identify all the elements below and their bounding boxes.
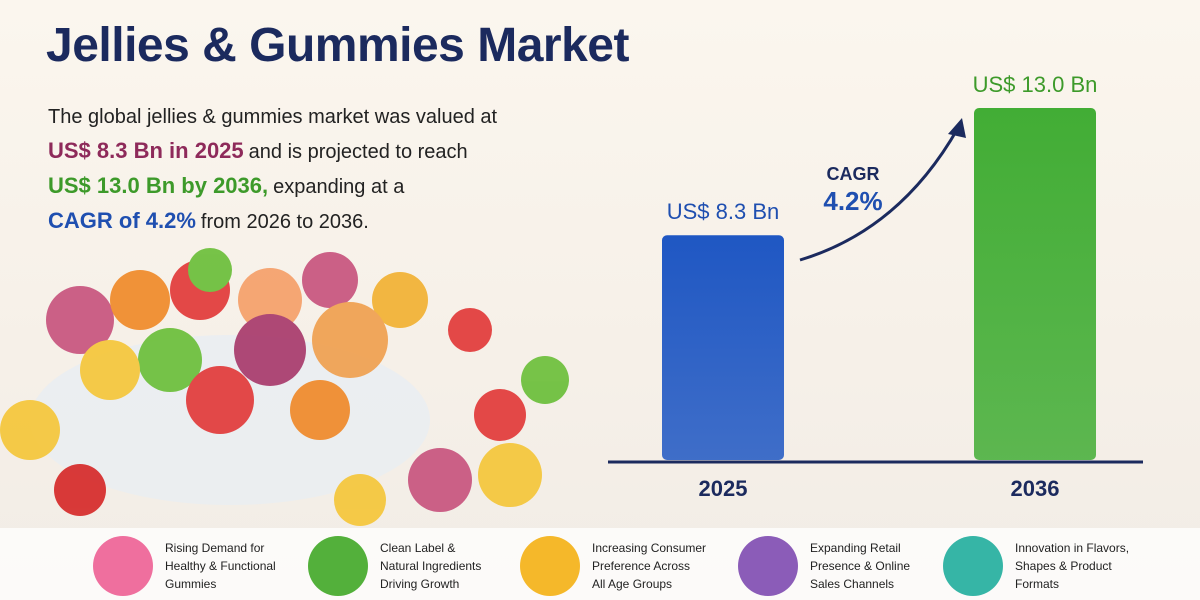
drivers: Rising Demand for Healthy & Functional G…	[0, 528, 1200, 600]
driver-icon	[308, 536, 368, 596]
driver: Clean Label & Natural Ingredients Drivin…	[308, 536, 520, 596]
x-tick-label: 2025	[699, 476, 748, 501]
desc-text: and is projected to reach	[248, 141, 468, 163]
growth-arrow	[799, 127, 960, 262]
driver-text: Innovation in Flavors, Shapes & Product …	[1015, 541, 1130, 591]
desc-highlight: US$ 8.3 Bn in 2025	[48, 138, 244, 163]
driver-icon	[520, 536, 580, 596]
bar	[974, 108, 1096, 460]
driver-text: Increasing Consumer Preference Across Al…	[592, 541, 707, 591]
arrow-head	[948, 118, 966, 138]
gummies	[0, 248, 569, 526]
driver: Expanding Retail Presence & Online Sales…	[738, 536, 950, 596]
annotation: CAGR	[827, 164, 880, 184]
annotation: 4.2%	[823, 186, 882, 216]
title: Jellies & Gummies Market	[46, 19, 629, 72]
driver: Innovation in Flavors, Shapes & Product …	[943, 536, 1155, 596]
driver-text: Expanding Retail Presence & Online Sales…	[810, 541, 911, 591]
value-label: US$ 8.3 Bn	[667, 199, 780, 224]
driver-icon	[93, 536, 153, 596]
desc-highlight: CAGR of 4.2%	[48, 208, 196, 233]
desc-text: The global jellies & gummies market was …	[48, 106, 498, 128]
description: The global jellies & gummies market was …	[48, 100, 548, 239]
driver-text: Rising Demand for Healthy & Functional G…	[165, 541, 276, 591]
driver-text: Clean Label & Natural Ingredients Drivin…	[380, 541, 482, 591]
x-tick-label: 2036	[1011, 476, 1060, 501]
driver: Increasing Consumer Preference Across Al…	[520, 536, 732, 596]
driver-icon	[943, 536, 1003, 596]
driver-icon	[738, 536, 798, 596]
desc-text: from 2026 to 2036.	[200, 211, 369, 233]
desc-highlight: US$ 13.0 Bn by 2036,	[48, 173, 269, 198]
desc-text: expanding at a	[273, 176, 405, 198]
value-label: US$ 13.0 Bn	[973, 72, 1098, 97]
driver: Rising Demand for Healthy & Functional G…	[93, 536, 305, 596]
bar	[662, 235, 784, 460]
